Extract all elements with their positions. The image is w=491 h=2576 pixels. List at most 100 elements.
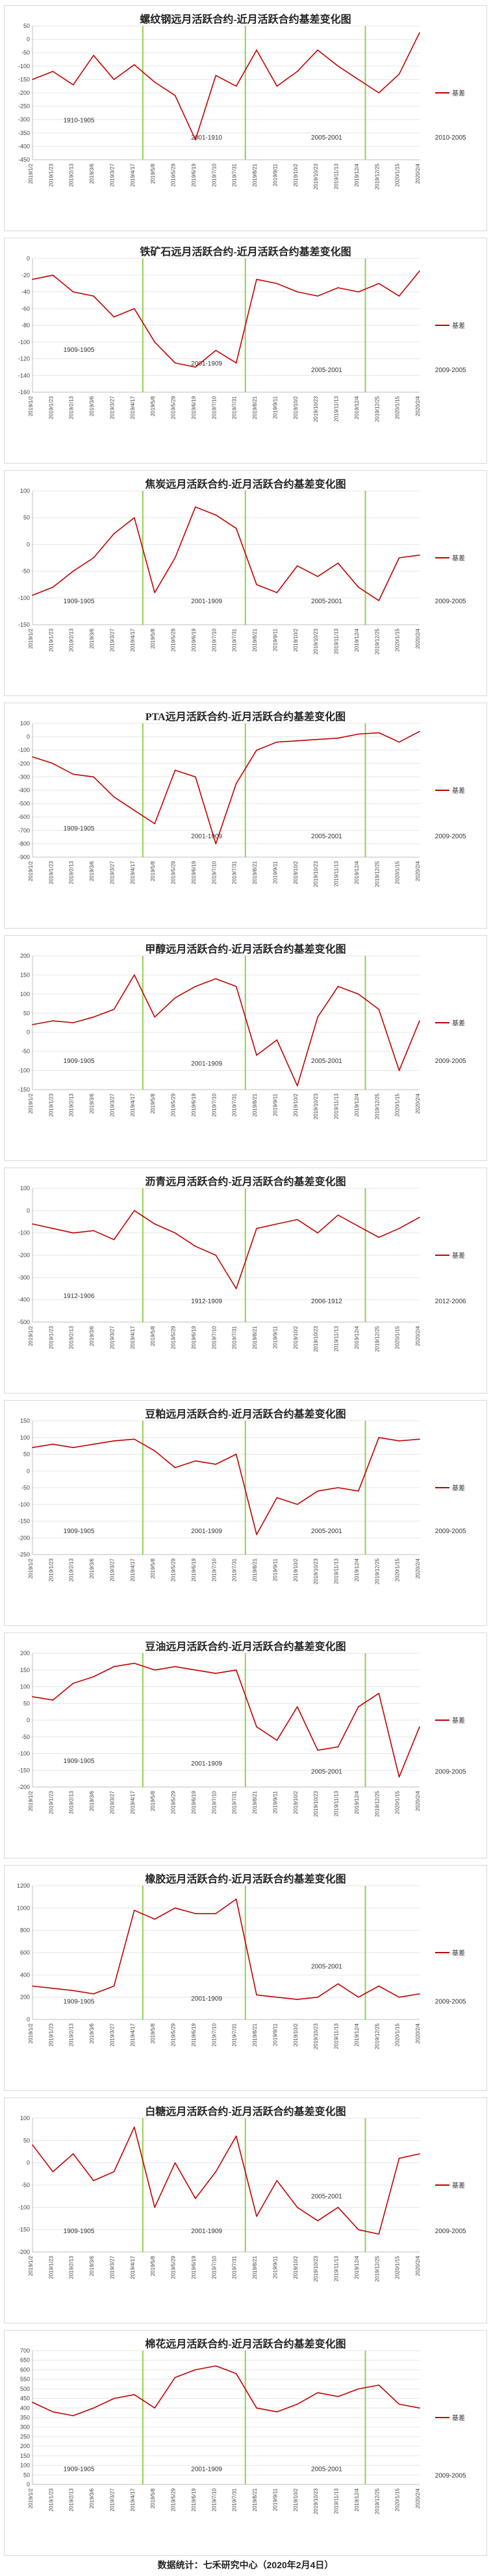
y-tick-label: 100 bbox=[20, 1684, 30, 1690]
basis-series-line bbox=[32, 1436, 420, 1535]
y-tick-label: 0 bbox=[27, 734, 30, 740]
period-label: 2009-2005 bbox=[435, 1998, 466, 2005]
x-tick-label: 2019/5/29 bbox=[171, 2023, 177, 2046]
data-point bbox=[419, 1726, 420, 1728]
data-point bbox=[134, 308, 135, 310]
x-tick-label: 2019/12/4 bbox=[354, 2255, 360, 2279]
data-point bbox=[32, 1985, 33, 1987]
data-point bbox=[215, 843, 217, 845]
y-tick-label: 50 bbox=[23, 1451, 30, 1458]
x-tick-label: 2019/1/23 bbox=[48, 1790, 54, 1814]
x-tick-label: 2019/3/6 bbox=[89, 2255, 95, 2276]
chart-panel: 棉花远月活跃合约-近月活跃合约基差变化图 700 650 600 550 500 450 40… bbox=[4, 2330, 487, 2556]
chart-panel: 豆粕远月活跃合约-近月活跃合约基差变化图 150 100 50 0 -50 -100 -150… bbox=[4, 1400, 487, 1626]
data-point bbox=[276, 85, 278, 87]
x-tick-label: 2020/2/4 bbox=[415, 2023, 421, 2044]
y-tick-label: 50 bbox=[23, 1010, 30, 1016]
data-point bbox=[276, 1497, 278, 1499]
data-point bbox=[378, 2384, 380, 2386]
x-tick-label: 2019/4/17 bbox=[130, 860, 136, 884]
x-tick-label: 2019/11/13 bbox=[334, 2023, 340, 2049]
data-point bbox=[398, 557, 400, 558]
data-point bbox=[215, 2171, 217, 2173]
x-tick-label: 2020/2/4 bbox=[415, 163, 421, 184]
x-tick-label: 2019/9/11 bbox=[272, 2488, 278, 2511]
y-tick-label: 100 bbox=[20, 2115, 30, 2121]
period-label: 2005-2001 bbox=[311, 598, 342, 605]
data-point bbox=[174, 769, 176, 771]
data-point bbox=[215, 1913, 217, 1914]
y-tick-label: 0 bbox=[27, 2016, 30, 2023]
x-tick-label: 2019/10/2 bbox=[293, 2023, 299, 2046]
y-tick-label: -80 bbox=[21, 322, 30, 329]
data-point bbox=[52, 1444, 54, 1445]
x-tick-label: 2019/3/27 bbox=[109, 1558, 115, 1581]
data-point bbox=[235, 1898, 237, 1900]
chart-title: 白糖远月活跃合约-近月活跃合约基差变化图 bbox=[145, 2107, 346, 2118]
data-point bbox=[154, 2407, 156, 2409]
period-label: 2005-2001 bbox=[311, 2466, 342, 2473]
y-tick-label: 150 bbox=[20, 971, 30, 978]
data-point bbox=[52, 763, 54, 764]
data-point bbox=[419, 2153, 420, 2155]
data-point bbox=[93, 1230, 94, 1232]
data-point bbox=[134, 1210, 135, 1212]
period-label: 2001-1909 bbox=[191, 1528, 222, 1535]
data-point bbox=[32, 594, 33, 596]
x-tick-label: 2019/4/17 bbox=[130, 1093, 136, 1116]
y-tick-label: -200 bbox=[18, 1252, 30, 1258]
x-tick-label: 2019/6/19 bbox=[191, 2023, 197, 2046]
data-point bbox=[337, 287, 339, 288]
y-tick-label: -120 bbox=[18, 356, 30, 362]
x-tick-label: 2019/7/31 bbox=[232, 1093, 238, 1116]
x-tick-label: 2019/10/2 bbox=[293, 395, 299, 419]
data-point bbox=[93, 557, 94, 558]
x-tick-label: 2019/11/13 bbox=[334, 1558, 340, 1584]
chart-title: 豆粕远月活跃合约-近月活跃合约基差变化图 bbox=[145, 1409, 346, 1420]
data-point bbox=[113, 796, 115, 798]
data-point bbox=[72, 1022, 74, 1023]
data-point bbox=[174, 362, 176, 364]
x-tick-label: 2019/7/10 bbox=[211, 2023, 217, 2046]
x-tick-label: 2020/2/4 bbox=[415, 2255, 421, 2276]
chart-panel: 沥青远月活跃合约-近月活跃合约基差变化图 100 0 -100 -200 -300 -400… bbox=[4, 1168, 487, 1394]
y-tick-label: -150 bbox=[18, 2227, 30, 2233]
period-label: 2005-2001 bbox=[311, 2194, 342, 2201]
y-tick-label: 50 bbox=[23, 23, 30, 29]
x-tick-label: 2019/10/2 bbox=[293, 1558, 299, 1581]
x-tick-label: 2019/12/25 bbox=[374, 1093, 380, 1119]
period-label: 2006-1912 bbox=[311, 1298, 342, 1305]
y-tick-label: -250 bbox=[18, 1551, 30, 1558]
x-tick-label: 2019/8/21 bbox=[252, 2023, 258, 2046]
x-tick-label: 2019/1/23 bbox=[48, 2023, 54, 2046]
x-tick-label: 2019/1/23 bbox=[48, 1093, 54, 1116]
data-point bbox=[296, 1503, 298, 1505]
x-tick-label: 2019/7/10 bbox=[211, 628, 217, 651]
data-point bbox=[72, 1682, 74, 1684]
data-point bbox=[398, 2158, 400, 2159]
x-tick-label: 2019/2/13 bbox=[69, 2488, 75, 2511]
x-tick-label: 2019/9/11 bbox=[272, 2255, 278, 2279]
x-tick-label: 2019/6/19 bbox=[191, 163, 197, 186]
data-point bbox=[235, 1288, 237, 1290]
x-tick-label: 2019/3/27 bbox=[109, 860, 115, 884]
y-tick-label: 200 bbox=[20, 1994, 30, 2001]
x-tick-label: 2019/8/21 bbox=[252, 1790, 258, 1814]
x-tick-label: 2019/5/29 bbox=[171, 1093, 177, 1116]
x-tick-label: 2019/5/29 bbox=[171, 628, 177, 651]
y-tick-label: -140 bbox=[18, 372, 30, 379]
y-tick-label: 0 bbox=[27, 2160, 30, 2166]
y-tick-label: -400 bbox=[18, 787, 30, 794]
x-tick-label: 2019/8/21 bbox=[252, 628, 258, 651]
y-tick-label: 100 bbox=[20, 2462, 30, 2469]
period-label: 2012-2006 bbox=[435, 1298, 466, 1305]
data-point bbox=[317, 1232, 318, 1234]
data-point bbox=[134, 974, 135, 976]
data-point bbox=[235, 986, 237, 987]
data-point bbox=[276, 282, 278, 284]
x-tick-label: 2019/1/2 bbox=[28, 163, 34, 184]
data-point bbox=[52, 71, 54, 72]
x-tick-label: 2020/2/4 bbox=[415, 628, 421, 649]
data-point bbox=[195, 366, 196, 368]
